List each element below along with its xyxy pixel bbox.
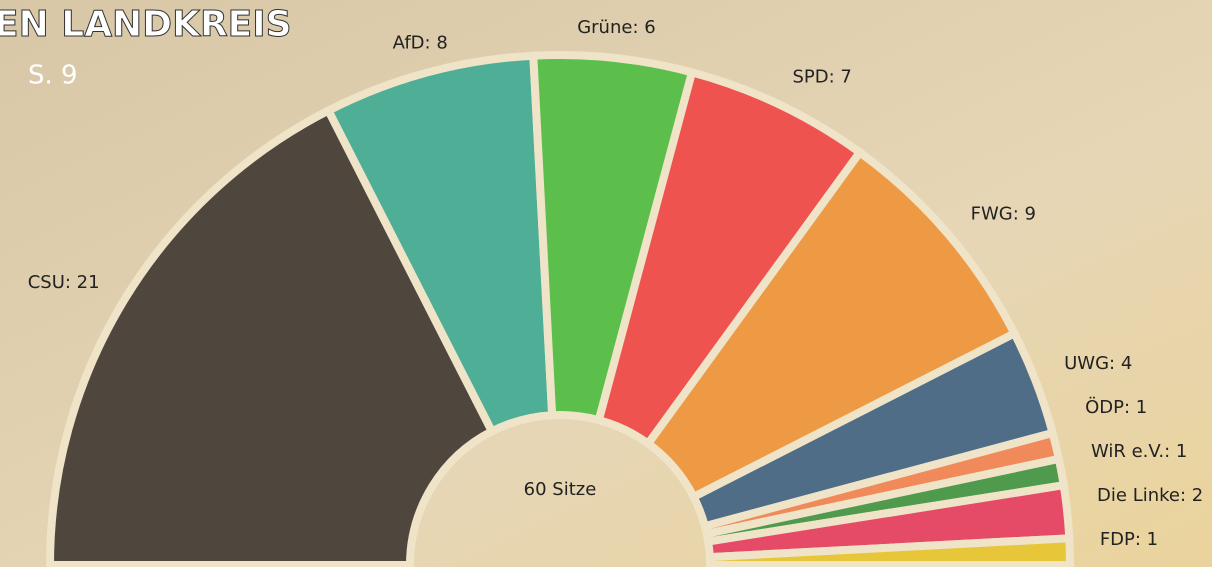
slice-label: FWG: 9 — [971, 203, 1036, 224]
slice-label: AfD: 8 — [393, 32, 448, 53]
slice-label: Die Linke: 2 — [1097, 485, 1203, 506]
slice-label: FDP: 1 — [1100, 529, 1158, 550]
heading: EN LANDKREIS — [0, 4, 292, 45]
chart: EN LANDKREIS S. 9 CSU: 21 AfD: 8 Grüne: 6 S… — [0, 0, 1212, 567]
slice-label: ÖDP: 1 — [1085, 396, 1147, 418]
center-label: 60 Sitze — [524, 479, 597, 500]
slice-label: UWG: 4 — [1064, 353, 1132, 374]
slice-label: SPD: 7 — [792, 67, 851, 88]
slice-label: CSU: 21 — [28, 272, 100, 293]
slice-label: Grüne: 6 — [577, 17, 655, 38]
slice-label: WiR e.V.: 1 — [1091, 441, 1187, 462]
page-ref: S. 9 — [28, 61, 78, 91]
